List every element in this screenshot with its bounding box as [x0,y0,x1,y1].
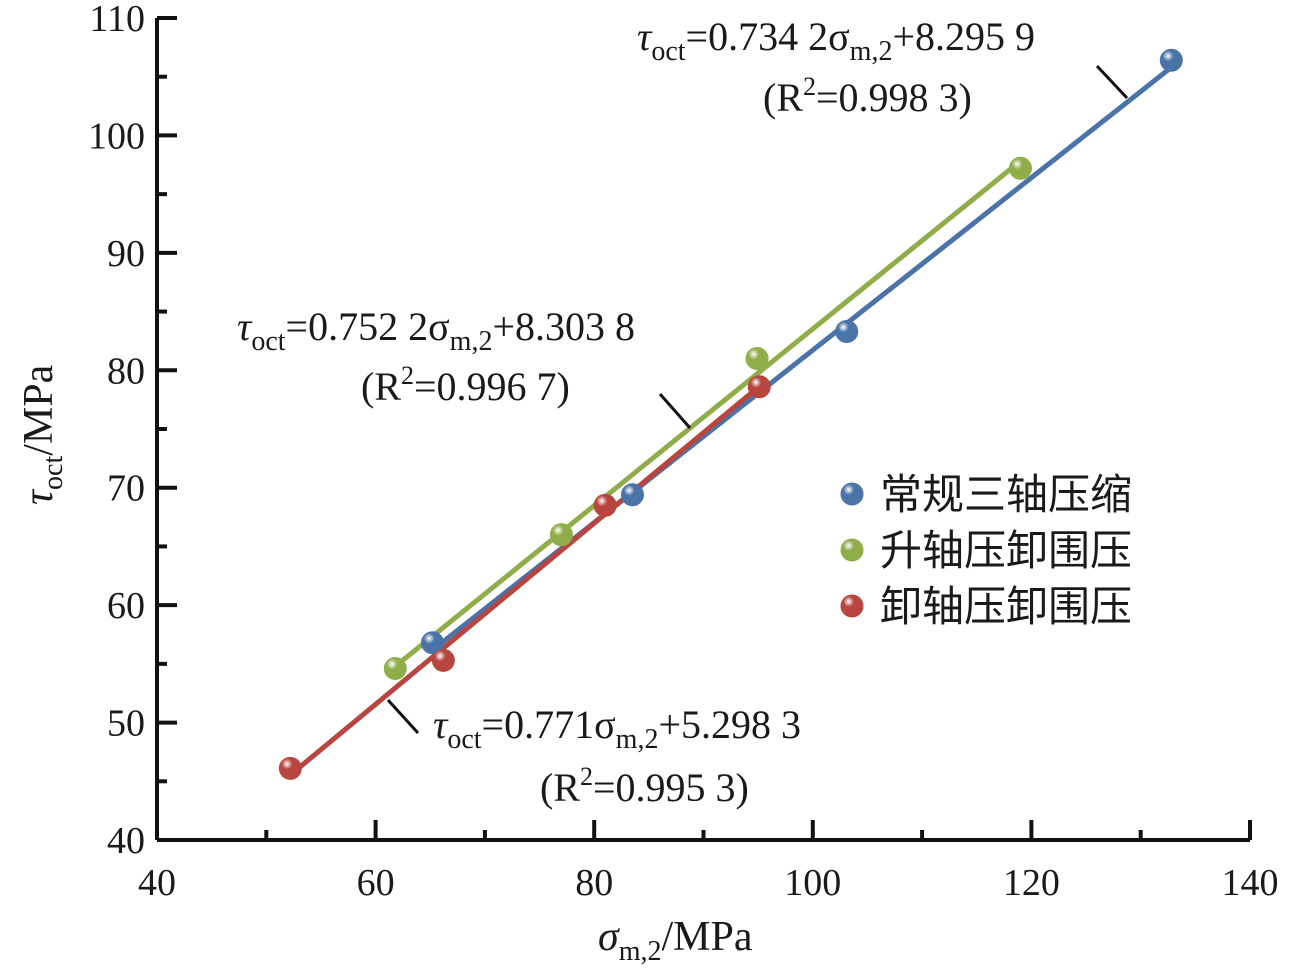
x-tick-label: 40 [138,862,176,904]
points [278,48,1183,780]
legend-label-0: 常规三轴压缩 [880,470,1132,519]
data-point-2 [278,756,302,780]
tick-labels: 40 60 80 100 120 140 40 50 60 70 80 90 100 110 [88,0,1279,904]
y-tick-label: 70 [107,468,145,510]
legend-marker-2 [840,594,864,618]
legend-label-2: 卸轴压卸围压 [880,582,1132,631]
fit-line-2 [288,384,761,777]
data-point-0 [835,320,859,344]
y-tick-label: 100 [88,115,145,157]
y-tick-label: 40 [107,820,145,862]
leader-line-green [658,393,692,429]
r-squared-green: (R2=0.996 7) [361,361,570,409]
equation-blue: τoct=0.734 2σm,2+8.295 9 [637,14,1035,67]
x-tick-label: 100 [784,862,841,904]
r-squared-red: (R2=0.995 3) [540,762,749,810]
legend-label-1: 升轴压卸围压 [880,526,1132,575]
y-axis-title: τoct/MPa [16,364,69,505]
equation-green: τoct=0.752 2σm,2+8.303 8 [237,304,635,357]
x-tick-label: 140 [1222,862,1279,904]
data-point-0 [1159,48,1183,72]
data-point-1 [383,657,407,681]
annotations: τoct=0.734 2σm,2+8.295 9 (R2=0.998 3) τo… [237,14,1035,810]
legend-marker-1 [840,538,864,562]
legend-marker-0 [840,482,864,506]
data-point-2 [431,648,455,672]
data-point-0 [420,631,444,655]
data-point-1 [1008,156,1032,180]
data-point-2 [593,493,617,517]
leaders [386,64,1129,735]
equation-red: τoct=0.771σm,2+5.298 3 [433,702,801,755]
data-point-0 [620,483,644,507]
ticks [155,16,1252,842]
x-tick-label: 60 [357,862,395,904]
y-tick-label: 80 [107,350,145,392]
y-tick-label: 90 [107,233,145,275]
y-tick-label: 110 [89,0,145,40]
data-point-2 [747,375,771,399]
data-point-1 [745,347,769,371]
y-tick-label: 50 [107,703,145,745]
x-axis-title: σm,2/MPa [598,914,753,967]
x-tick-label: 120 [1003,862,1060,904]
data-point-1 [549,523,573,547]
r-squared-blue: (R2=0.998 3) [763,72,972,120]
leader-line-red [386,698,420,735]
fit-line-1 [393,159,1023,669]
leader-line-blue [1095,64,1129,100]
y-tick-label: 60 [107,585,145,627]
fit-lines [288,65,1173,777]
x-tick-label: 80 [575,862,613,904]
